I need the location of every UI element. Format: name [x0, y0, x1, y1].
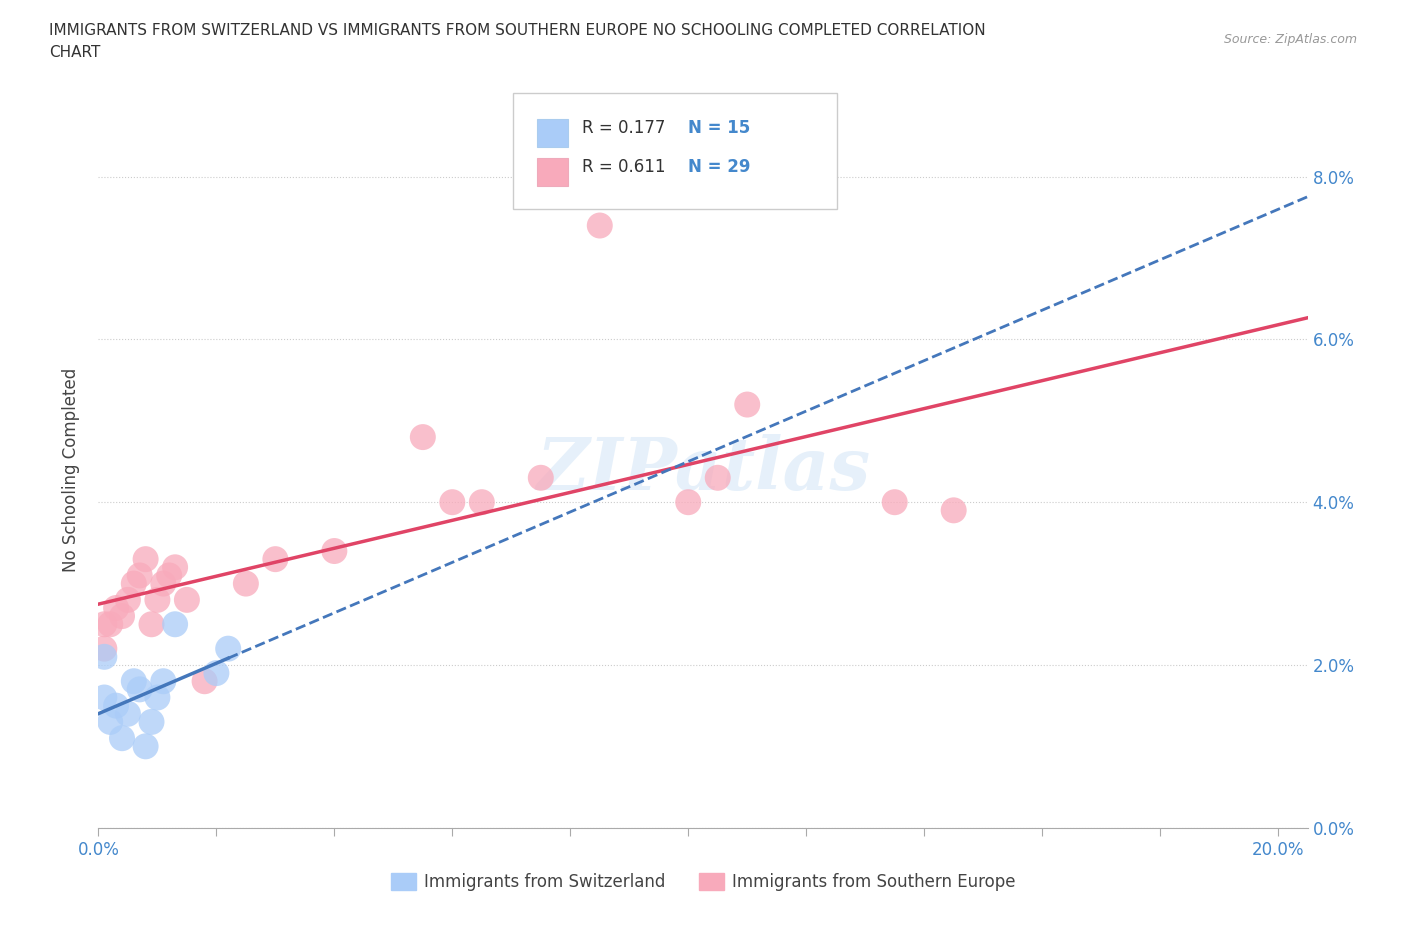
Point: [122, 576, 145, 591]
Legend: Immigrants from Switzerland, Immigrants from Southern Europe: Immigrants from Switzerland, Immigrants …: [384, 867, 1022, 898]
Point: [235, 576, 257, 591]
Point: [93, 617, 115, 631]
Point: [441, 495, 464, 510]
Point: [942, 503, 965, 518]
Point: [146, 592, 169, 607]
Point: [678, 495, 700, 510]
Point: [165, 560, 187, 575]
Point: [883, 495, 905, 510]
Point: [93, 690, 115, 705]
Point: [264, 551, 287, 566]
Point: [117, 707, 139, 722]
Point: [105, 601, 128, 616]
Point: [135, 551, 157, 566]
Point: [93, 642, 115, 657]
Point: [117, 592, 139, 607]
Point: [141, 617, 163, 631]
Y-axis label: No Schooling Completed: No Schooling Completed: [62, 367, 80, 572]
Point: [217, 642, 239, 657]
Text: CHART: CHART: [49, 45, 101, 60]
Point: [412, 430, 434, 445]
Point: [111, 731, 134, 746]
Point: [194, 673, 217, 688]
Point: [98, 617, 121, 631]
Point: [735, 397, 758, 412]
Point: [323, 543, 346, 558]
Point: [93, 649, 115, 664]
Text: R = 0.611: R = 0.611: [582, 158, 665, 177]
Point: [157, 568, 180, 583]
Text: IMMIGRANTS FROM SWITZERLAND VS IMMIGRANTS FROM SOUTHERN EUROPE NO SCHOOLING COMP: IMMIGRANTS FROM SWITZERLAND VS IMMIGRANT…: [49, 23, 986, 38]
Point: [105, 698, 128, 713]
Point: [141, 714, 163, 729]
Point: [471, 495, 494, 510]
Point: [111, 609, 134, 624]
Point: [128, 682, 150, 697]
Point: [706, 471, 728, 485]
Text: ZIPatlas: ZIPatlas: [536, 434, 870, 505]
Point: [152, 576, 174, 591]
Text: Source: ZipAtlas.com: Source: ZipAtlas.com: [1223, 33, 1357, 46]
Point: [205, 666, 228, 681]
Point: [589, 219, 612, 233]
Text: R = 0.177: R = 0.177: [582, 119, 665, 138]
Point: [135, 738, 157, 753]
Text: N = 15: N = 15: [688, 119, 749, 138]
Point: [530, 471, 553, 485]
Text: N = 29: N = 29: [688, 158, 749, 177]
Point: [128, 568, 150, 583]
Point: [122, 673, 145, 688]
Point: [176, 592, 198, 607]
Point: [146, 690, 169, 705]
Point: [165, 617, 187, 631]
Point: [98, 714, 121, 729]
Point: [152, 673, 174, 688]
